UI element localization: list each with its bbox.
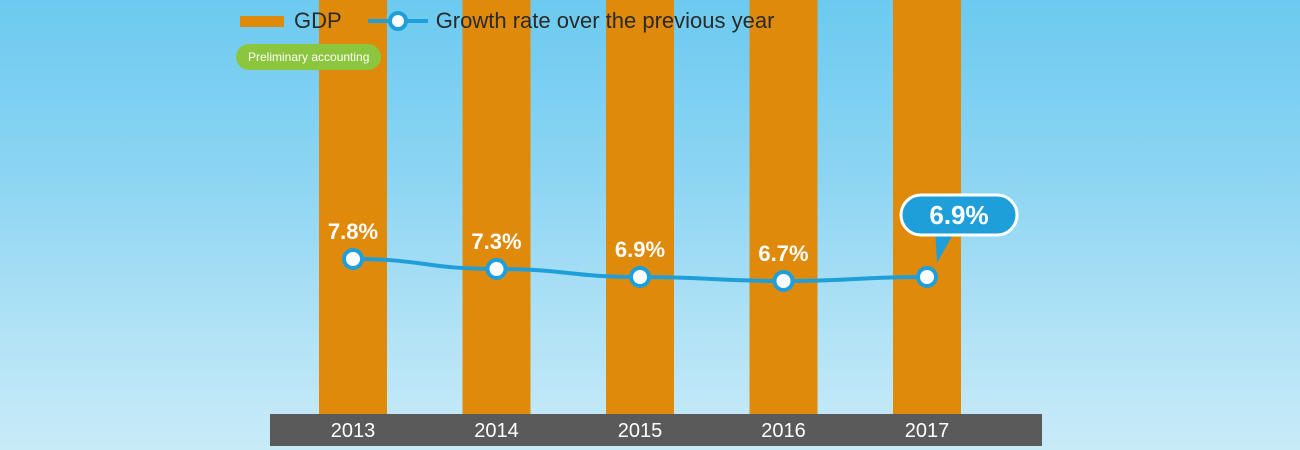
- gdp-bar: [606, 0, 674, 414]
- x-tick-label: 2017: [905, 420, 950, 442]
- gdp-bar: [749, 0, 818, 415]
- growth-marker: [772, 270, 795, 292]
- growth-rate-label: 6.9%: [929, 200, 988, 230]
- preliminary-accounting-badge: Preliminary accounting: [236, 44, 382, 70]
- legend-growth-label: Growth rate over the previous year: [435, 8, 775, 33]
- growth-rate-label: 6.9%: [615, 237, 665, 262]
- gdp-bar: [462, 0, 531, 414]
- growth-rate-label: 7.8%: [328, 219, 378, 244]
- growth-callout-pointer: [935, 229, 955, 263]
- growth-rate-label: 6.7%: [758, 241, 808, 266]
- growth-marker: [916, 266, 938, 288]
- growth-marker: [629, 266, 651, 288]
- growth-marker: [342, 248, 364, 270]
- growth-rate-label: 7.3%: [471, 229, 521, 254]
- legend: GDP Growth rate over the previous year: [240, 8, 774, 34]
- growth-marker: [485, 258, 508, 280]
- legend-gdp-label: GDP: [294, 8, 342, 33]
- x-tick-label: 2015: [618, 420, 663, 442]
- x-tick-label: 2016: [761, 420, 806, 442]
- legend-growth-swatch: [367, 11, 428, 31]
- growth-callout-bubble: [899, 193, 1019, 237]
- x-axis-band: [270, 414, 1042, 446]
- x-tick-label: 2013: [331, 420, 376, 442]
- x-tick-label: 2014: [474, 420, 519, 442]
- legend-gdp-swatch: [240, 15, 284, 27]
